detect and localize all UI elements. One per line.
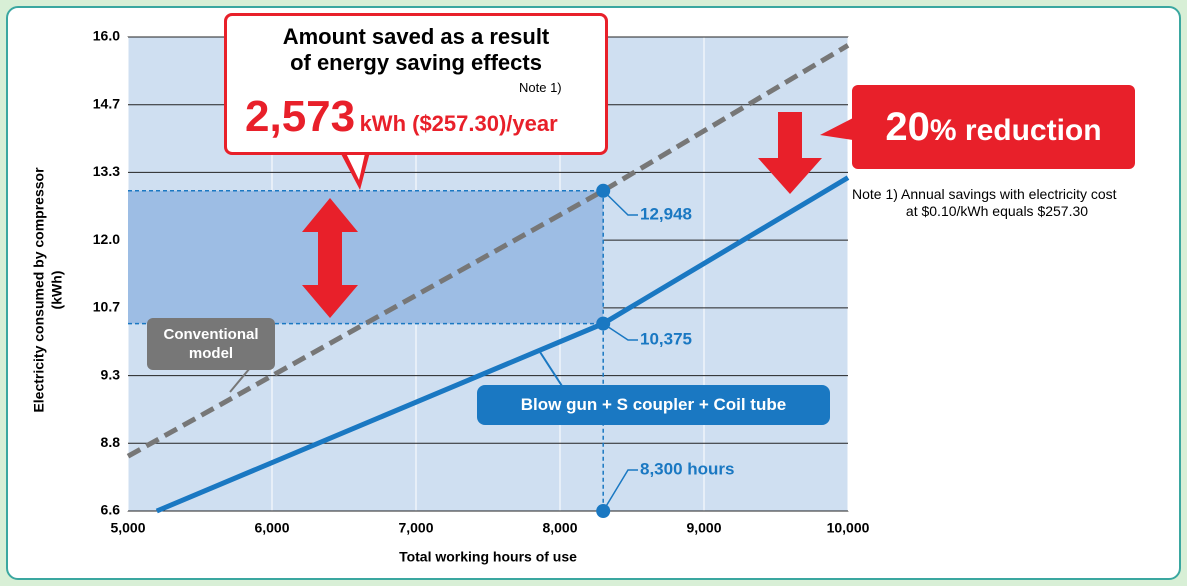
y-tick-label: 8.8 (101, 434, 121, 450)
series-line (126, 43, 850, 459)
x-tick-label: 6,000 (254, 520, 289, 536)
note-line: at $0.10/kWh equals $257.30 (905, 203, 1089, 219)
x-tick-label: 7,000 (398, 520, 433, 536)
series-label: Conventional model (147, 318, 275, 370)
callout-line: of energy saving effects (290, 50, 542, 75)
y-tick-label: 13.3 (93, 163, 120, 179)
marker (596, 504, 611, 518)
note: Note 1) Annual savings with electricity … (852, 186, 1187, 220)
amount: 2,573 kWh ($257.30)/year (245, 92, 558, 142)
pointer (229, 367, 251, 393)
down-arrow (758, 112, 822, 194)
reduction-tail (820, 118, 853, 140)
amount-number: 2,573 (245, 92, 356, 141)
y-axis-unit: (kWh) (49, 271, 65, 310)
callout-line: Amount saved as a result (282, 24, 550, 49)
x-tick-label: 9,000 (686, 520, 721, 536)
y-tick-label: 14.7 (93, 95, 120, 111)
y-tick-label: 9.3 (101, 366, 121, 382)
marker-pointer (602, 469, 638, 512)
amount-unit: kWh ($257.30)/year (359, 111, 558, 136)
reduction-box: 20% reduction (852, 85, 1135, 169)
y-tick-label: 10.7 (93, 299, 120, 315)
x-tick-label: 8,000 (542, 520, 577, 536)
marker (596, 316, 611, 331)
y-tick-label: 6.6 (101, 502, 121, 518)
x-axis-label: Total working hours of use (399, 549, 577, 565)
double-arrow (302, 198, 358, 318)
marker-pointer (602, 322, 638, 341)
saved-area (128, 190, 604, 324)
reduction-text: % reduction (929, 114, 1102, 147)
y-tick-label: 16.0 (93, 28, 120, 44)
x-tick-label: 10,000 (827, 520, 870, 536)
marker-pointer (602, 190, 638, 216)
callout-tail-inner (344, 149, 366, 180)
note-line: Note 1) Annual savings with electricity … (852, 186, 1117, 202)
note-ref: Note 1) (519, 80, 562, 95)
marker-label: 10,375 (640, 329, 692, 348)
y-tick-label: 12.0 (93, 231, 120, 247)
pointer (539, 351, 563, 387)
marker-label: 12,948 (640, 204, 692, 223)
marker (596, 183, 611, 198)
y-axis-label: Electricity consumed by compressor (31, 167, 47, 413)
reduction-number: 20 (885, 105, 930, 149)
callout-box: Amount saved as a result of energy savin… (224, 13, 608, 155)
x-tick-label: 5,000 (110, 520, 145, 536)
series-label: Blow gun + S coupler + Coil tube (477, 385, 830, 425)
marker-label: 8,300 hours (640, 459, 735, 478)
